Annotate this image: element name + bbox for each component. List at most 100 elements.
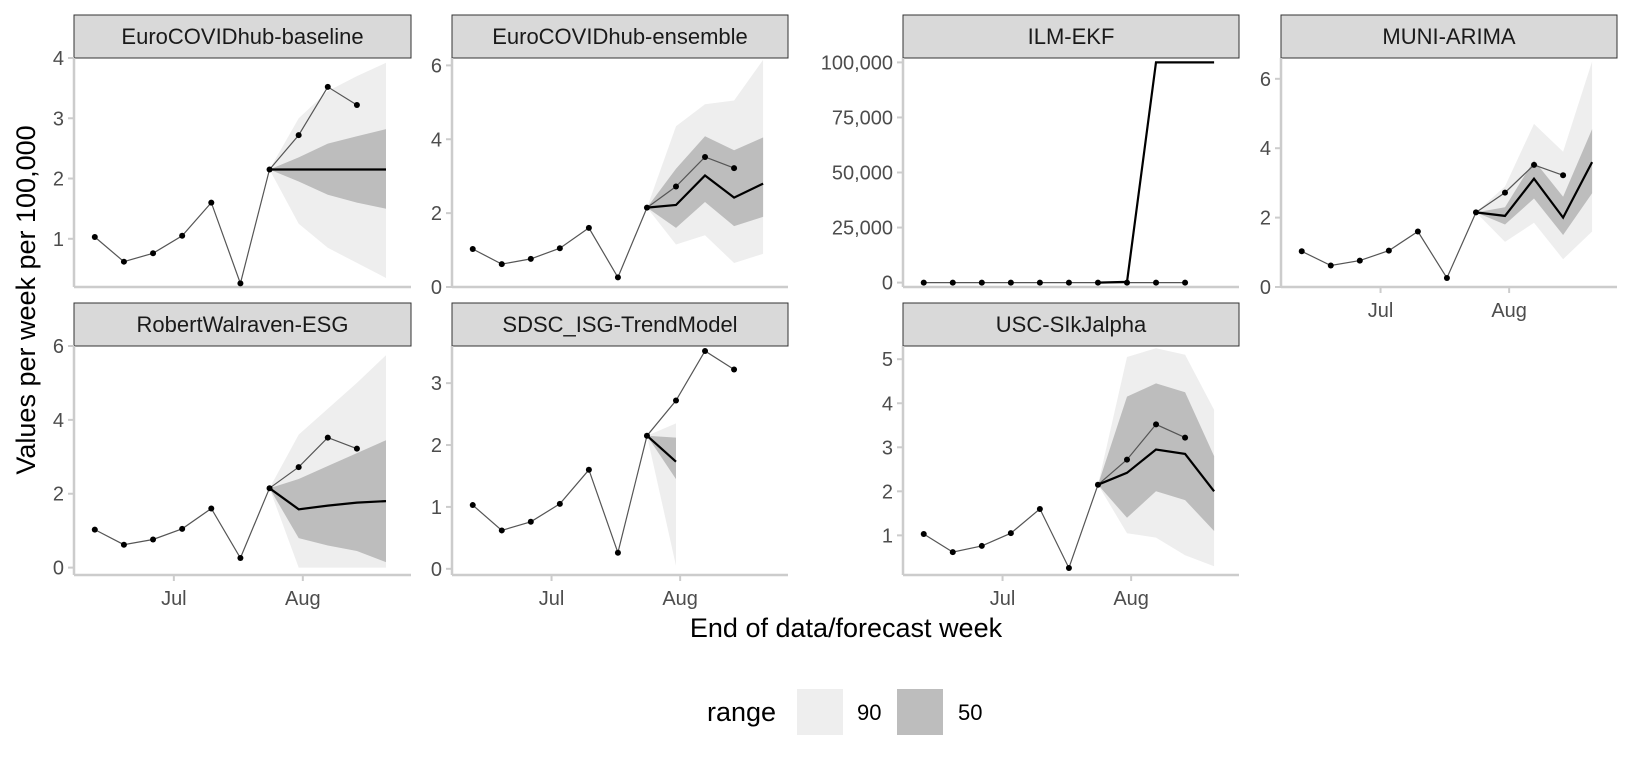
- observed-point: [1094, 481, 1101, 488]
- observed-line: [94, 436, 358, 560]
- observed-point: [702, 347, 709, 354]
- legend-label-90: 90: [857, 700, 881, 725]
- observed-point: [949, 549, 956, 556]
- observed-point: [150, 536, 157, 543]
- observed-point: [1036, 505, 1043, 512]
- observed-point: [150, 250, 157, 257]
- observed-point: [295, 132, 302, 139]
- observed-line: [923, 423, 1186, 570]
- observed-point: [469, 245, 476, 252]
- observed-point: [585, 466, 592, 473]
- facet-strip-label: SDSC_ISG-TrendModel: [502, 312, 737, 337]
- legend: range 90 50: [707, 689, 982, 735]
- y-tick-label: 50,000: [832, 163, 893, 185]
- facet-strip: [73, 302, 412, 347]
- interval-50-band: [269, 440, 386, 563]
- x-axis-title: End of data/forecast week: [690, 613, 1003, 643]
- observed-point: [1153, 421, 1160, 428]
- observed-point: [324, 434, 331, 441]
- y-tick-label: 2: [431, 203, 442, 225]
- x-tick-label: Aug: [662, 588, 698, 610]
- x-tick-label: Aug: [285, 588, 321, 610]
- y-tick-label: 3: [431, 373, 442, 395]
- observed-point: [1094, 279, 1101, 286]
- observed-point: [1182, 279, 1189, 286]
- observed-point: [643, 204, 650, 211]
- y-tick-label: 4: [53, 48, 64, 70]
- panel-muni-arima: MUNI-ARIMA 0 2 4 6 Jul Aug: [1260, 14, 1618, 322]
- y-tick-label: 2: [53, 169, 64, 191]
- observed-point: [120, 541, 127, 548]
- y-tick-label: 2: [1260, 208, 1271, 230]
- facet-strip-label: MUNI-ARIMA: [1382, 24, 1516, 49]
- observed-point: [1356, 257, 1363, 264]
- y-tick-label: 3: [882, 437, 893, 459]
- x-tick-label: Jul: [1368, 300, 1394, 322]
- y-tick-label: 25,000: [832, 218, 893, 240]
- observed-point: [702, 153, 709, 160]
- observed-point: [556, 500, 563, 507]
- facet-strip: [73, 14, 412, 59]
- facet-strip-label: RobertWalraven-ESG: [137, 312, 349, 337]
- interval-90-band: [1476, 61, 1593, 260]
- x-tick-label: Jul: [539, 588, 565, 610]
- y-tick-label: 3: [53, 108, 64, 130]
- observed-point: [585, 224, 592, 231]
- observed-point: [1298, 248, 1305, 255]
- observed-point: [920, 531, 927, 538]
- median-forecast-line: [1475, 161, 1594, 220]
- facet-strip: [902, 302, 1240, 347]
- observed-point: [1385, 247, 1392, 254]
- y-tick-label: 1: [53, 229, 64, 251]
- observed-line: [94, 86, 358, 286]
- y-tick-label: 0: [53, 558, 64, 580]
- observed-point: [1443, 274, 1450, 281]
- facet-strip-label: USC-SIkJalpha: [996, 312, 1147, 337]
- observed-line: [1301, 164, 1564, 280]
- observed-point: [527, 255, 534, 262]
- interval-50-band: [1476, 129, 1593, 235]
- median-forecast-line: [1097, 61, 1215, 284]
- observed-point: [1124, 279, 1130, 286]
- facet-strip: [1280, 14, 1618, 59]
- observed-point: [527, 518, 534, 525]
- observed-point: [498, 261, 505, 268]
- panel-usc-sikjalpha: USC-SIkJalpha 1 2 3 4 5 Jul Aug: [882, 302, 1240, 610]
- x-tick-label: Jul: [990, 588, 1016, 610]
- observed-point: [1124, 456, 1130, 463]
- observed-point: [1560, 172, 1567, 179]
- x-tick-label: Aug: [1113, 588, 1149, 610]
- observed-point: [498, 527, 505, 534]
- observed-point: [266, 166, 273, 173]
- y-tick-label: 4: [431, 129, 442, 151]
- facet-strip: [451, 302, 789, 347]
- y-tick-label: 2: [431, 435, 442, 457]
- y-tick-label: 5: [882, 349, 893, 371]
- legend-title: range: [707, 697, 776, 727]
- observed-point: [237, 280, 244, 287]
- observed-point: [324, 83, 331, 90]
- observed-point: [731, 366, 738, 373]
- legend-key-90: [797, 689, 843, 735]
- observed-point: [614, 549, 621, 556]
- observed-point: [949, 279, 956, 286]
- y-tick-label: 4: [882, 393, 893, 415]
- observed-point: [920, 279, 927, 286]
- y-tick-label: 6: [53, 336, 64, 358]
- facet-strip: [451, 14, 789, 59]
- y-tick-label: 6: [1260, 69, 1271, 91]
- observed-point: [237, 555, 244, 562]
- y-tick-label: 0: [1260, 277, 1271, 299]
- y-tick-label: 4: [1260, 138, 1271, 160]
- panel-ilm-ekf: ILM-EKF 0 25,000 50,000 75,000 100,000: [821, 14, 1240, 295]
- y-tick-label: 100,000: [821, 52, 893, 74]
- median-forecast-line: [1097, 448, 1215, 492]
- y-tick-label: 2: [53, 484, 64, 506]
- y-axis-title: Values per week per 100,000: [11, 125, 41, 474]
- interval-50-band: [647, 435, 676, 480]
- observed-point: [1472, 209, 1479, 216]
- observed-point: [1414, 228, 1421, 235]
- observed-point: [1182, 434, 1189, 441]
- observed-point: [208, 505, 215, 512]
